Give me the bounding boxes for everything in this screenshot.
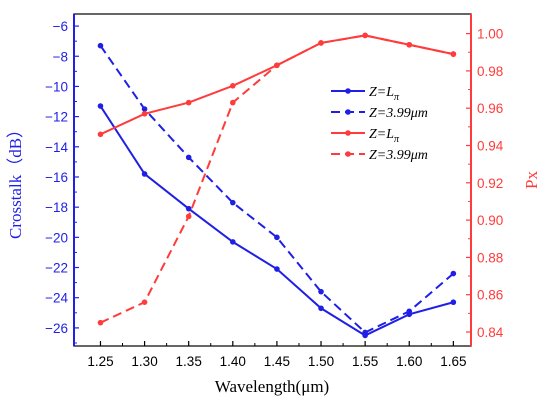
series-point	[318, 40, 324, 46]
y-left-tick-label: −16	[45, 170, 68, 185]
y-left-tick-label: −18	[45, 200, 68, 215]
series-point	[230, 83, 236, 89]
series-point	[274, 62, 280, 69]
y-right-tick-label: 0.84	[477, 325, 504, 340]
x-tick-label: 1.30	[131, 354, 157, 369]
series-point	[450, 270, 457, 277]
series-point	[230, 239, 236, 245]
y-axis-right-title: Px	[522, 171, 541, 189]
legend-label: Z=Lπ	[369, 85, 400, 103]
legend-marker	[345, 109, 351, 115]
series-line-2	[99, 45, 455, 334]
x-tick-label: 1.50	[308, 354, 334, 369]
y-left-tick-label: −10	[45, 79, 68, 94]
plot-frame	[73, 13, 472, 347]
series-point	[141, 110, 148, 117]
series-point	[97, 42, 104, 49]
axes: 1.25 1.30 1.35 1.40 1.45 1.50 1.55 1.60 1.65 −6 −8…	[45, 14, 504, 369]
x-tick-label: 1.40	[220, 354, 246, 369]
x-tick-label: 1.35	[176, 354, 202, 369]
legend-label: Z=3.99μm	[369, 106, 428, 121]
x-tick-label: 1.55	[352, 354, 378, 369]
y-left-tick-label: −26	[45, 321, 68, 336]
x-tick-label: 1.45	[264, 354, 290, 369]
series-point	[318, 288, 324, 295]
y-left-tick-label: −14	[45, 140, 68, 155]
series-layer	[97, 32, 457, 339]
legend-label: Z=3.99μm	[369, 148, 428, 163]
series-point	[141, 299, 148, 305]
legend-marker	[345, 130, 351, 136]
y-left-tick-label: −24	[45, 291, 68, 306]
y-left-tick-label: −8	[53, 49, 68, 64]
y-left-tick-label: −20	[45, 230, 68, 245]
y-right-tick-label: 0.86	[477, 288, 503, 303]
series-point	[185, 99, 192, 106]
series-line-4	[100, 34, 454, 324]
series-point	[185, 154, 192, 161]
y-left-tick-label: −12	[45, 110, 68, 125]
y-left-tick-label: −6	[53, 19, 68, 34]
series-point	[274, 266, 280, 272]
series-point	[230, 99, 236, 106]
series-point	[141, 106, 148, 112]
series-point	[362, 329, 368, 336]
y-axis-left-title: Crosstalk（dB）	[6, 121, 25, 239]
y-right-tick-label: 0.96	[477, 101, 503, 116]
y-right-tick-label: 0.92	[477, 176, 503, 191]
series-point	[185, 205, 192, 212]
series-point	[362, 32, 368, 39]
series-point	[406, 41, 413, 48]
series-point	[97, 131, 104, 138]
legend-label: Z=Lπ	[369, 127, 400, 145]
x-tick-label: 1.25	[87, 354, 113, 369]
series-point	[230, 199, 236, 206]
legend: Z=Lπ Z=3.99μm Z=Lπ Z=3.99μm	[331, 85, 428, 163]
y-right-tick-label: 0.90	[477, 213, 503, 228]
series-point	[406, 308, 413, 315]
x-tick-label: 1.65	[440, 354, 466, 369]
series-point	[318, 305, 324, 312]
x-tick-label: 1.60	[396, 354, 422, 369]
series-point	[450, 299, 457, 306]
series-point	[141, 171, 148, 177]
series-point	[97, 103, 104, 109]
y-left-tick-label: −22	[45, 261, 68, 276]
y-right-tick-label: 0.88	[477, 250, 503, 265]
y-right-tick-label: 0.94	[477, 138, 504, 153]
series-point	[450, 51, 457, 57]
x-axis-title: Wavelength(μm)	[215, 377, 329, 396]
series-point	[97, 319, 104, 326]
series-line-1	[99, 105, 454, 337]
y-right-tick-label: 0.98	[477, 64, 503, 79]
legend-marker	[345, 151, 351, 157]
series-point	[185, 213, 192, 220]
series-point	[274, 234, 280, 241]
y-right-tick-label: 1.00	[477, 27, 503, 42]
legend-marker	[345, 88, 351, 94]
